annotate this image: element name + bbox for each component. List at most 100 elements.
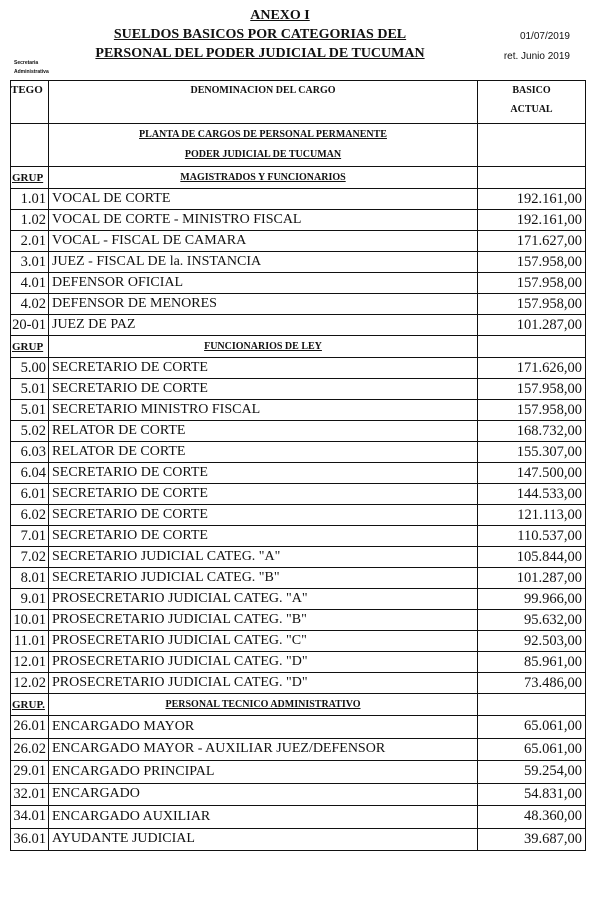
position-name: SECRETARIO DE CORTE <box>48 483 478 505</box>
table-row: 10.01 PROSECRETARIO JUDICIAL CATEG. "B" … <box>10 609 586 631</box>
table-row: 4.02 DEFENSOR DE MENORES 157.958,00 <box>10 293 586 315</box>
table-row: 9.01 PROSECRETARIO JUDICIAL CATEG. "A" 9… <box>10 588 586 610</box>
basic-salary: 92.503,00 <box>477 630 586 652</box>
category-code: 12.01 <box>10 651 49 673</box>
group-label: GRUP <box>10 335 49 358</box>
category-code: 4.01 <box>10 272 49 294</box>
category-code: 6.04 <box>10 462 49 484</box>
basic-salary: 105.844,00 <box>477 546 586 568</box>
basic-salary: 157.958,00 <box>477 293 586 315</box>
table-row: 12.02 PROSECRETARIO JUDICIAL CATEG. "D" … <box>10 672 586 694</box>
group-label: GRUP. <box>10 693 49 716</box>
basic-salary: 101.287,00 <box>477 567 586 589</box>
section-header-row: GRUP FUNCIONARIOS DE LEY <box>10 335 586 358</box>
basic-salary: 95.632,00 <box>477 609 586 631</box>
table-row: 5.01 SECRETARIO MINISTRO FISCAL 157.958,… <box>10 399 586 421</box>
basic-salary: 147.500,00 <box>477 462 586 484</box>
position-name: ENCARGADO AUXILIAR <box>48 805 478 829</box>
table-row: 36.01 AYUDANTE JUDICIAL 39.687,00 <box>10 827 586 851</box>
position-name: JUEZ DE PAZ <box>48 314 478 336</box>
column-header-value: BASICO ACTUAL <box>477 80 586 124</box>
basic-salary: 121.113,00 <box>477 504 586 526</box>
annex-title: ANEXO I <box>250 8 310 23</box>
basic-salary: 48.360,00 <box>477 805 586 829</box>
document-title-line-2: PERSONAL DEL PODER JUDICIAL DE TUCUMAN <box>95 46 425 61</box>
position-name: ENCARGADO PRINCIPAL <box>48 760 478 784</box>
category-code: 8.01 <box>10 567 49 589</box>
table-row: 26.01 ENCARGADO MAYOR 65.061,00 <box>10 715 586 739</box>
position-name: SECRETARIO JUDICIAL CATEG. "A" <box>48 546 478 568</box>
planta-label: PLANTA DE CARGOS DE PERSONAL PERMANENTE P… <box>48 123 478 167</box>
table-row: 6.02 SECRETARIO DE CORTE 121.113,00 <box>10 504 586 526</box>
table-row: 3.01 JUEZ - FISCAL DE la. INSTANCIA 157.… <box>10 251 586 273</box>
category-code: 6.02 <box>10 504 49 526</box>
category-code: 29.01 <box>10 760 49 784</box>
category-code: 7.02 <box>10 546 49 568</box>
side-note-1: Secretaria <box>14 60 39 66</box>
table-row: 11.01 PROSECRETARIO JUDICIAL CATEG. "C" … <box>10 630 586 652</box>
position-name: JUEZ - FISCAL DE la. INSTANCIA <box>48 251 478 273</box>
table-row: 32.01 ENCARGADO 54.831,00 <box>10 782 586 806</box>
table-row: 34.01 ENCARGADO AUXILIAR 48.360,00 <box>10 805 586 829</box>
document-title-line-1: SUELDOS BASICOS POR CATEGORIAS DEL <box>113 27 407 42</box>
basic-salary: 73.486,00 <box>477 672 586 694</box>
category-code: 12.02 <box>10 672 49 694</box>
basic-salary: 168.732,00 <box>477 420 586 442</box>
basic-salary: 85.961,00 <box>477 651 586 673</box>
reference-period: ret. Junio 2019 <box>503 51 570 62</box>
column-header-name: DENOMINACION DEL CARGO <box>48 80 478 124</box>
table-row: 29.01 ENCARGADO PRINCIPAL 59.254,00 <box>10 760 586 784</box>
table-row: 6.01 SECRETARIO DE CORTE 144.533,00 <box>10 483 586 505</box>
table-row: 5.01 SECRETARIO DE CORTE 157.958,00 <box>10 378 586 400</box>
table-row: 7.01 SECRETARIO DE CORTE 110.537,00 <box>10 525 586 547</box>
category-code: 5.00 <box>10 357 49 379</box>
section-title: PERSONAL TECNICO ADMINISTRATIVO <box>48 693 478 716</box>
category-code: 32.01 <box>10 782 49 806</box>
table-header-row: TEGO DENOMINACION DEL CARGO BASICO ACTUAL <box>10 80 586 124</box>
position-name: PROSECRETARIO JUDICIAL CATEG. "B" <box>48 609 478 631</box>
table-row: 5.00 SECRETARIO DE CORTE 171.626,00 <box>10 357 586 379</box>
table-row: 1.01 VOCAL DE CORTE 192.161,00 <box>10 188 586 210</box>
position-name: SECRETARIO DE CORTE <box>48 378 478 400</box>
group-label: GRUP <box>10 166 49 189</box>
category-code: 36.01 <box>10 827 49 851</box>
category-code: 5.02 <box>10 420 49 442</box>
basic-salary: 155.307,00 <box>477 441 586 463</box>
effective-date: 01/07/2019 <box>519 31 570 42</box>
column-header-value-line-2: ACTUAL <box>510 104 553 115</box>
table-row: 4.01 DEFENSOR OFICIAL 157.958,00 <box>10 272 586 294</box>
position-name: PROSECRETARIO JUDICIAL CATEG. "D" <box>48 672 478 694</box>
basic-salary: 192.161,00 <box>477 188 586 210</box>
category-code: 5.01 <box>10 378 49 400</box>
position-name: DEFENSOR OFICIAL <box>48 272 478 294</box>
position-name: PROSECRETARIO JUDICIAL CATEG. "C" <box>48 630 478 652</box>
section-title: MAGISTRADOS Y FUNCIONARIOS <box>48 166 478 189</box>
table-row: 26.02 ENCARGADO MAYOR - AUXILIAR JUEZ/DE… <box>10 737 586 761</box>
category-code: 9.01 <box>10 588 49 610</box>
basic-salary: 110.537,00 <box>477 525 586 547</box>
planta-row: PLANTA DE CARGOS DE PERSONAL PERMANENTE P… <box>10 123 586 167</box>
basic-salary: 144.533,00 <box>477 483 586 505</box>
position-name: ENCARGADO MAYOR - AUXILIAR JUEZ/DEFENSOR <box>48 737 478 761</box>
table-row: 1.02 VOCAL DE CORTE - MINISTRO FISCAL 19… <box>10 209 586 231</box>
basic-salary: 99.966,00 <box>477 588 586 610</box>
table-row: 12.01 PROSECRETARIO JUDICIAL CATEG. "D" … <box>10 651 586 673</box>
table-row: 6.03 RELATOR DE CORTE 155.307,00 <box>10 441 586 463</box>
basic-salary: 59.254,00 <box>477 760 586 784</box>
category-code: 10.01 <box>10 609 49 631</box>
position-name: ENCARGADO MAYOR <box>48 715 478 739</box>
column-header-code: TEGO <box>10 80 49 124</box>
category-code: 6.03 <box>10 441 49 463</box>
position-name: SECRETARIO MINISTRO FISCAL <box>48 399 478 421</box>
planta-line-1: PLANTA DE CARGOS DE PERSONAL PERMANENTE <box>139 129 387 140</box>
category-code: 26.01 <box>10 715 49 739</box>
category-code: 26.02 <box>10 737 49 761</box>
basic-salary: 157.958,00 <box>477 399 586 421</box>
empty-cell <box>477 335 586 358</box>
basic-salary: 65.061,00 <box>477 715 586 739</box>
basic-salary: 192.161,00 <box>477 209 586 231</box>
position-name: ENCARGADO <box>48 782 478 806</box>
table-row: 5.02 RELATOR DE CORTE 168.732,00 <box>10 420 586 442</box>
position-name: PROSECRETARIO JUDICIAL CATEG. "A" <box>48 588 478 610</box>
column-header-value-line-1: BASICO <box>512 85 551 96</box>
